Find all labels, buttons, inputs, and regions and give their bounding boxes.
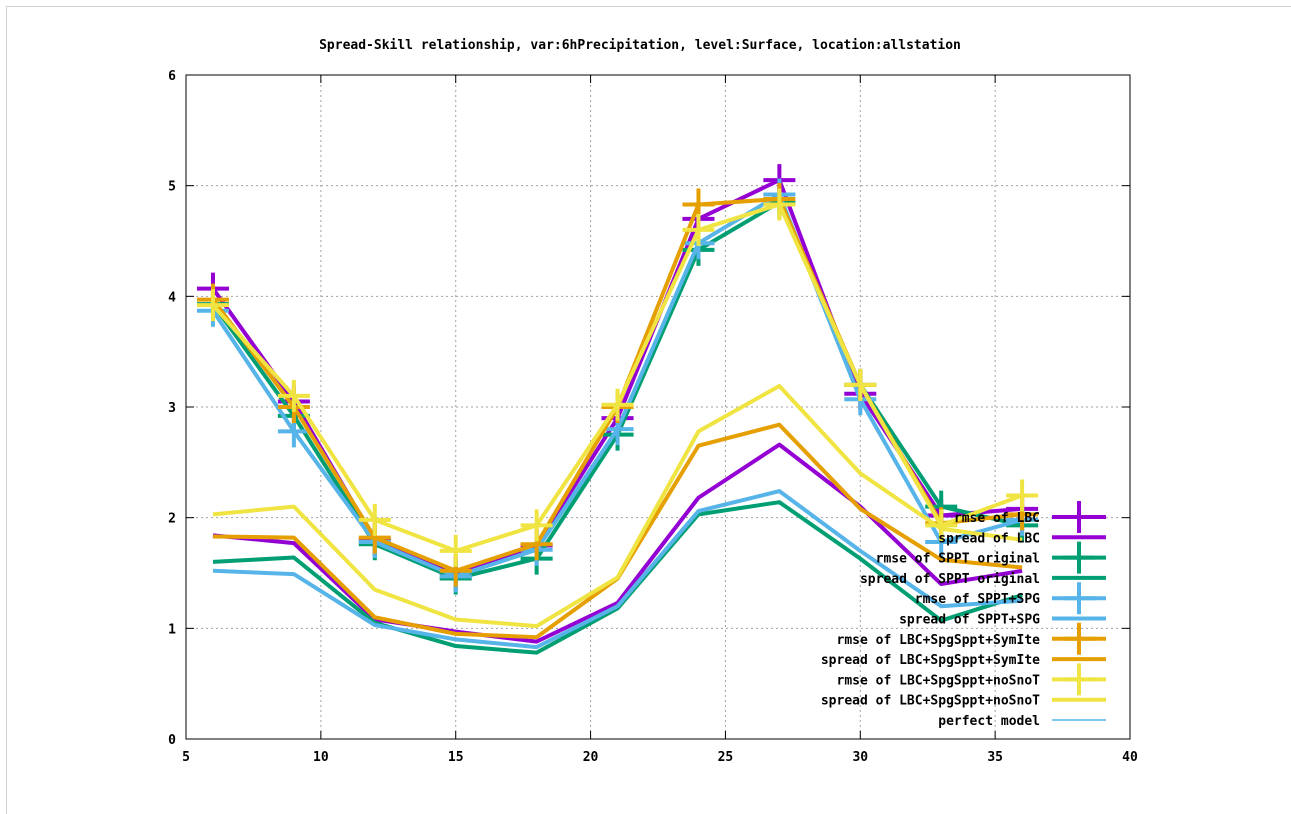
y-tick-label: 3 xyxy=(168,401,176,416)
legend-label: spread of SPPT original xyxy=(860,572,1040,587)
chart-frame xyxy=(6,6,1291,814)
y-tick-label: 5 xyxy=(168,180,176,195)
data-point xyxy=(439,534,472,567)
x-tick-label: 40 xyxy=(1122,750,1138,765)
data-point xyxy=(682,213,715,246)
legend-marker xyxy=(1063,501,1095,533)
series-line xyxy=(212,442,1023,644)
series-line xyxy=(211,196,1023,573)
x-tick-label: 15 xyxy=(448,750,464,765)
x-tick-label: 10 xyxy=(313,750,329,765)
y-tick-label: 0 xyxy=(168,733,176,748)
legend-marker xyxy=(1063,582,1095,615)
data-point xyxy=(844,368,877,401)
legend-marker xyxy=(1063,541,1095,574)
legend-label: spread of LBC xyxy=(938,531,1040,546)
legend-label: rmse of SPPT+SPG xyxy=(915,592,1040,607)
series-line xyxy=(211,178,1023,575)
legend: rmse of LBC spread of LBC rmse of SPPT ori… xyxy=(821,501,1106,729)
legend-label: rmse of SPPT original xyxy=(876,552,1040,567)
y-tick-label: 4 xyxy=(168,290,176,305)
data-point xyxy=(763,188,796,221)
x-tick-label: 20 xyxy=(583,750,599,765)
legend-label: perfect model xyxy=(938,714,1040,729)
y-tick-label: 2 xyxy=(168,512,176,527)
series-line xyxy=(211,192,1023,579)
series-1 xyxy=(212,442,1023,644)
y-tick-label: 1 xyxy=(168,622,176,637)
chart-title: Spread-Skill relationship, var:6hPrecipi… xyxy=(319,38,961,53)
y-tick-label: 6 xyxy=(168,69,176,84)
data-point xyxy=(1006,479,1039,512)
series-4 xyxy=(196,178,1039,593)
series-layer xyxy=(196,164,1039,655)
legend-label: spread of SPPT+SPG xyxy=(899,613,1040,628)
legend-marker xyxy=(1063,622,1095,655)
series-5 xyxy=(212,489,1023,650)
data-point xyxy=(358,503,391,536)
legend-label: spread of LBC+SpgSppt+noSnoT xyxy=(821,694,1040,709)
x-tick-label: 5 xyxy=(182,750,190,765)
legend-label: spread of LBC+SpgSppt+SymIte xyxy=(821,653,1040,668)
legend-label: rmse of LBC xyxy=(954,511,1040,526)
data-point xyxy=(601,388,634,421)
legend-marker xyxy=(1063,663,1095,696)
series-line xyxy=(212,489,1023,650)
data-point xyxy=(277,379,310,412)
series-0 xyxy=(196,164,1039,589)
data-point xyxy=(196,289,229,322)
series-6 xyxy=(196,182,1039,587)
data-point xyxy=(925,509,958,542)
grid xyxy=(186,75,1130,739)
series-line xyxy=(212,383,1023,629)
axes: 5 10 15 20 25 30 35 40 0 1 2 3 4 5 6 xyxy=(168,69,1138,765)
legend-label: rmse of LBC+SpgSppt+noSnoT xyxy=(837,673,1041,688)
data-point xyxy=(520,509,553,542)
series-9 xyxy=(212,383,1023,629)
x-tick-label: 25 xyxy=(718,750,734,765)
legend-label: rmse of LBC+SpgSppt+SymIte xyxy=(837,633,1041,648)
x-tick-label: 30 xyxy=(852,750,868,765)
x-tick-label: 35 xyxy=(987,750,1003,765)
series-8 xyxy=(196,188,1039,567)
